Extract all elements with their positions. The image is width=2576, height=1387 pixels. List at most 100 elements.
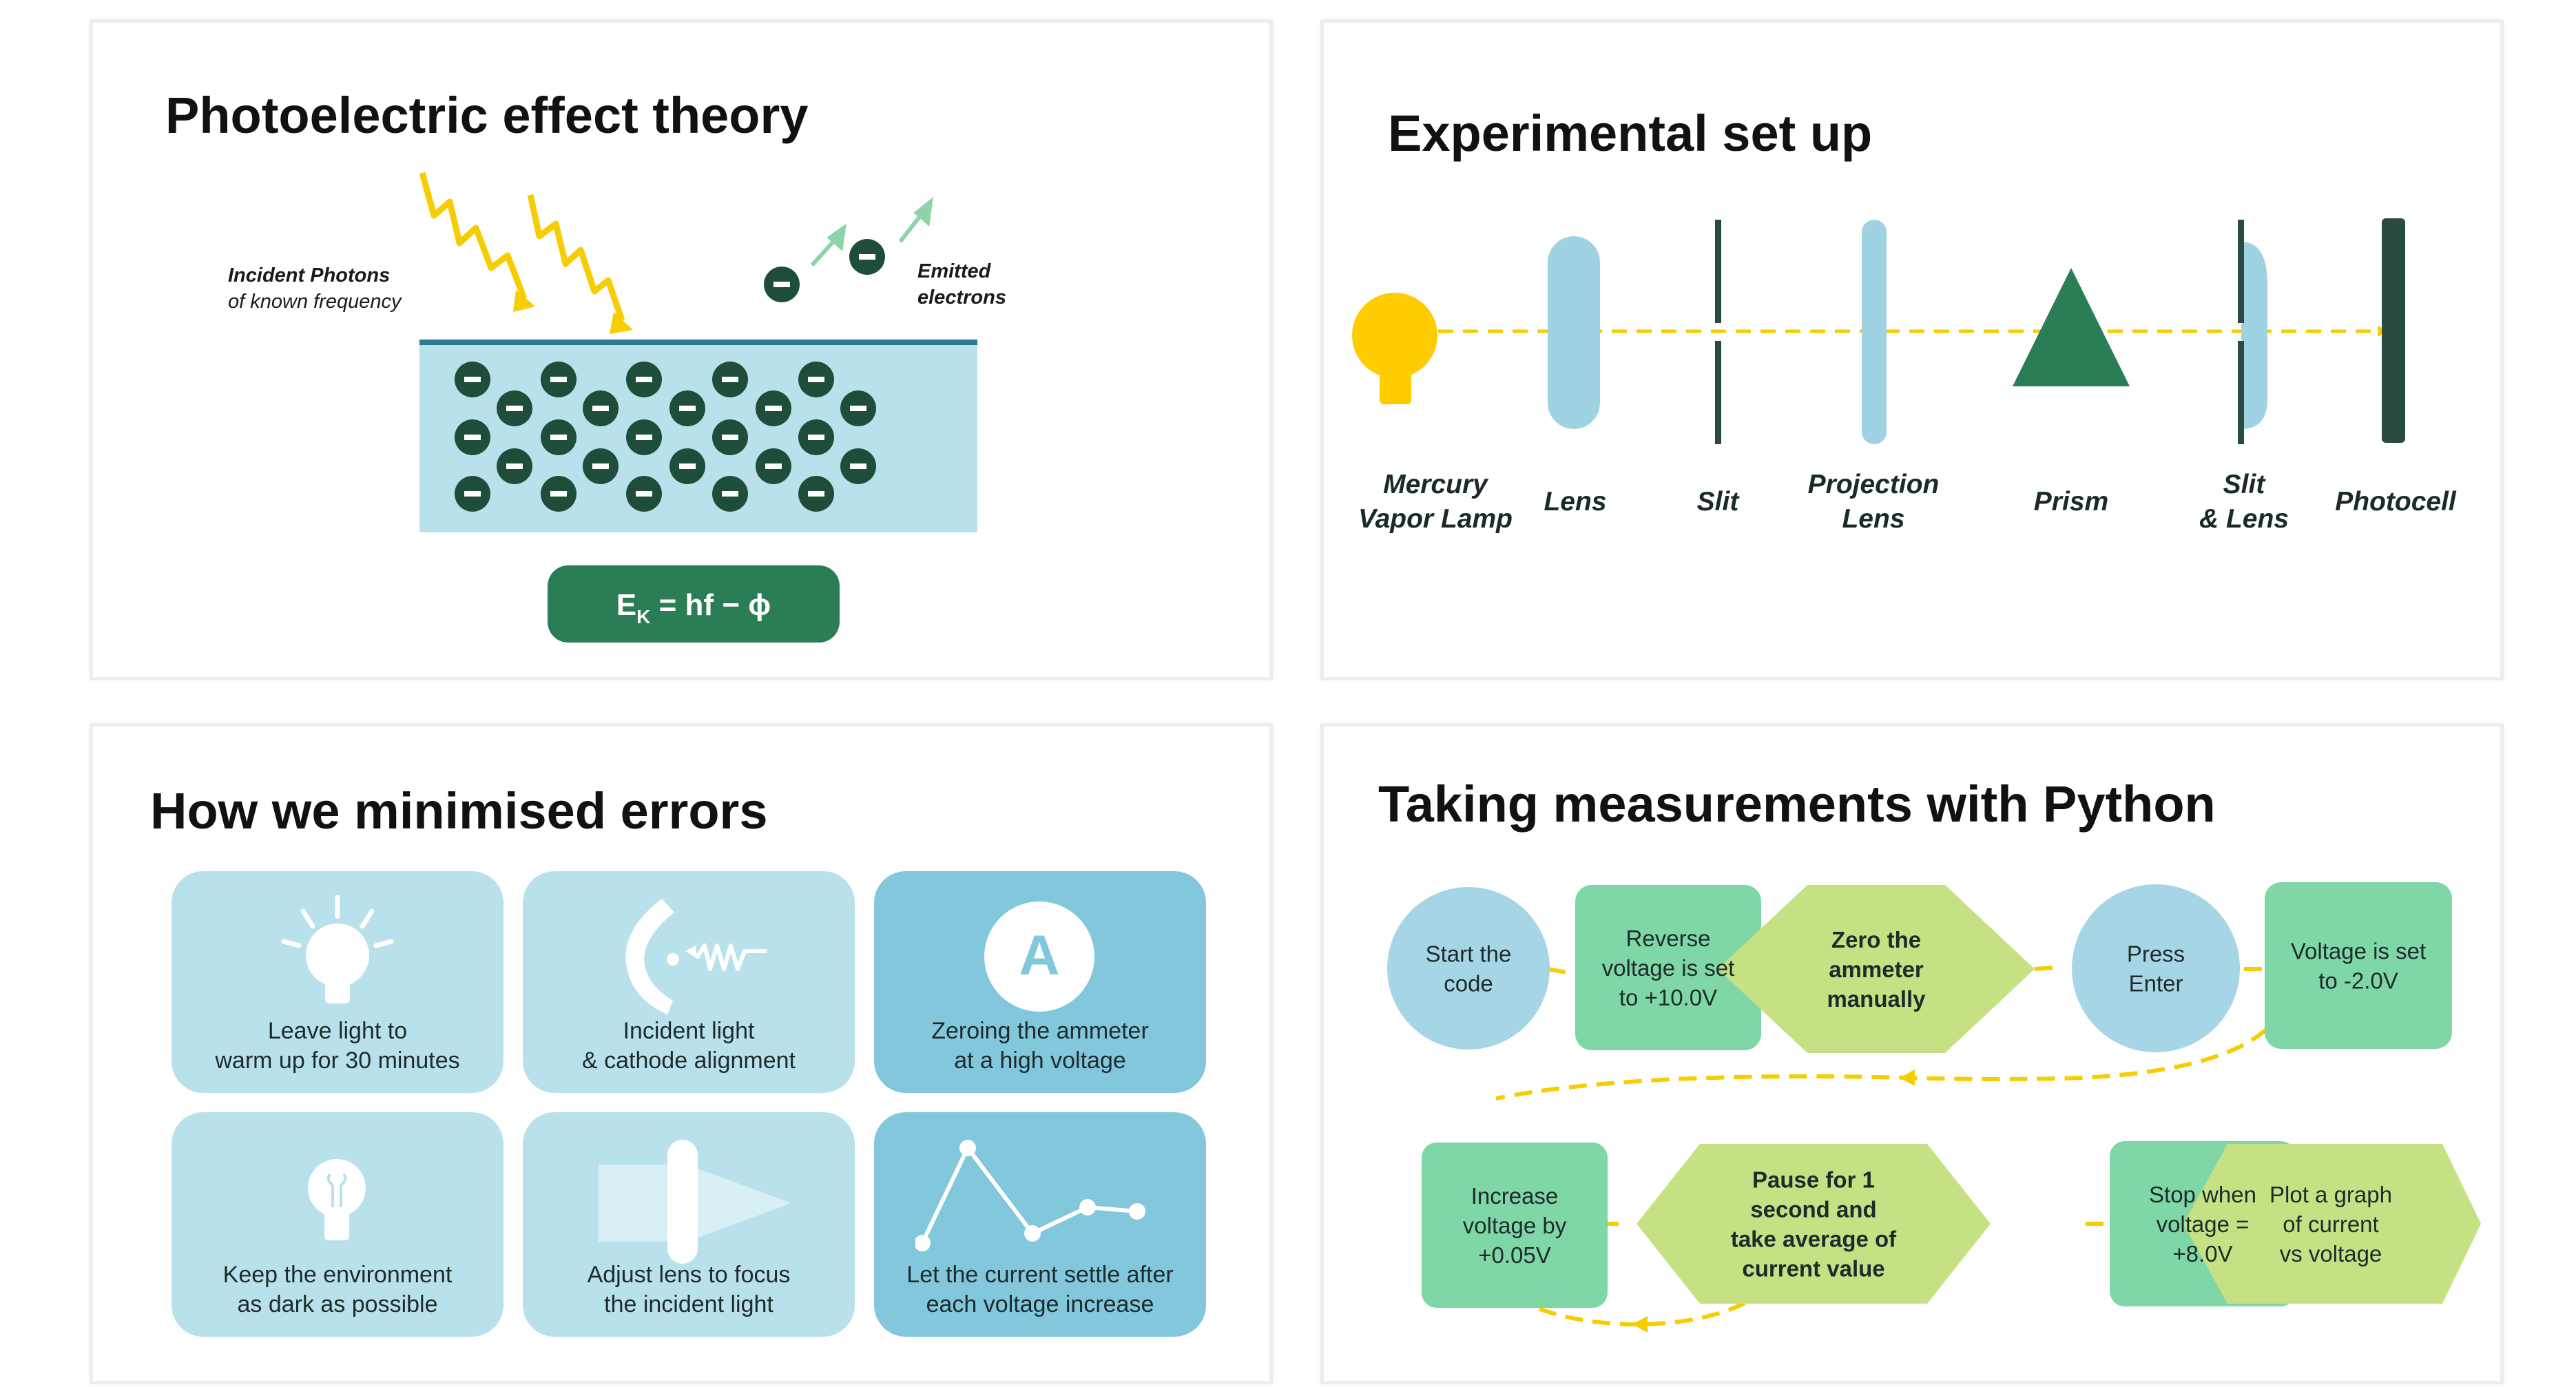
slide-title: Photoelectric effect theory bbox=[165, 87, 809, 144]
step-reverse-voltage bbox=[1575, 885, 1761, 1050]
emitted-label-sub: electrons bbox=[917, 286, 1006, 309]
error-card-warmup: Leave light to warm up for 30 minutes bbox=[172, 871, 503, 1093]
step-pause bbox=[1637, 1144, 1991, 1304]
step-label-pause: take average of bbox=[1731, 1227, 1897, 1252]
electron-sign bbox=[550, 435, 567, 440]
error-card-alignment: Incident light & cathode alignment bbox=[523, 871, 855, 1093]
step-label-reverse-voltage: voltage is set bbox=[1602, 955, 1735, 981]
electron-sign bbox=[464, 491, 481, 497]
incident-label: Incident Photons bbox=[228, 264, 390, 286]
step-label-increase-voltage: voltage by bbox=[1463, 1213, 1567, 1238]
dim-bulb-icon bbox=[308, 1159, 366, 1240]
electron-sign bbox=[506, 463, 523, 469]
step-label-reverse-voltage: to +10.0V bbox=[1619, 985, 1717, 1010]
slide-python: Taking measurements with Python bbox=[1320, 723, 2504, 1384]
electron-sign bbox=[550, 491, 567, 497]
light-bulb-icon bbox=[281, 895, 394, 1003]
mercury-lamp-icon bbox=[1352, 293, 1437, 404]
step-label-reverse-voltage: Reverse bbox=[1626, 926, 1711, 951]
error-card-text: Let the current settle after each voltage… bbox=[906, 1262, 1174, 1317]
electron-sign bbox=[765, 406, 782, 411]
label-mercury-lamp-2: Vapor Lamp bbox=[1358, 504, 1513, 534]
electron-sign bbox=[808, 491, 824, 497]
python-flowchart: Start the code Reverse voltage is set to +10… bbox=[1387, 882, 2481, 1333]
slide-photoelectric: Photoelectric effect theory Incident Pho… bbox=[90, 19, 1273, 680]
projection-lens-icon bbox=[1862, 220, 1887, 444]
step-label-start: code bbox=[1444, 971, 1493, 997]
prism-icon bbox=[2013, 268, 2130, 386]
metal-plate bbox=[419, 341, 977, 532]
slide-title: How we minimised errors bbox=[150, 782, 768, 840]
step-label-pause: current value bbox=[1742, 1256, 1884, 1282]
step-label-increase-voltage: +0.05V bbox=[1478, 1242, 1551, 1268]
photon-arrowhead bbox=[513, 290, 633, 334]
error-card-text: Leave light to warm up for 30 minutes bbox=[215, 1018, 460, 1074]
lens-icon bbox=[1548, 236, 1600, 429]
flow-arrowheads bbox=[1632, 1070, 1915, 1333]
electron-sign bbox=[592, 406, 609, 411]
label-slit: Slit bbox=[1697, 487, 1741, 517]
step-label-pause: Pause for 1 bbox=[1752, 1167, 1875, 1193]
error-card-ammeter: A Zeroing the ammeter at a high voltage bbox=[874, 871, 1206, 1093]
slide-title: Experimental set up bbox=[1388, 105, 1873, 162]
electron-sign bbox=[808, 377, 824, 382]
cathode-alignment-icon bbox=[625, 899, 767, 1014]
lens-focus-icon bbox=[599, 1140, 791, 1264]
electron-sign bbox=[722, 377, 738, 382]
electron-sign bbox=[722, 491, 738, 497]
label-photocell: Photocell bbox=[2335, 487, 2457, 517]
error-card-text: Incident light & cathode alignment bbox=[582, 1018, 796, 1074]
step-plot-graph bbox=[2183, 1144, 2481, 1304]
electron-sign bbox=[808, 435, 824, 440]
error-card-text: Keep the environment as dark as possible bbox=[222, 1262, 453, 1317]
step-label-plot-graph: Plot a graph bbox=[2269, 1182, 2392, 1207]
slit-icon bbox=[1715, 220, 1721, 444]
electron-sign bbox=[550, 377, 567, 382]
electron-sign bbox=[850, 463, 866, 469]
plate-electrons bbox=[455, 362, 876, 512]
step-label-increase-voltage: Increase bbox=[1471, 1183, 1559, 1209]
ammeter-letter: A bbox=[1019, 924, 1059, 987]
step-increase-voltage bbox=[1422, 1143, 1608, 1308]
photocell-icon bbox=[2382, 218, 2405, 443]
error-card-dark: Keep the environment as dark as possible bbox=[172, 1112, 503, 1337]
step-press-enter bbox=[2072, 884, 2240, 1052]
electron-sign bbox=[850, 406, 866, 411]
step-label-zero-ammeter: Zero the bbox=[1831, 927, 1921, 952]
electron-sign bbox=[679, 406, 696, 411]
electron-sign bbox=[636, 377, 652, 382]
step-label-set-voltage: to -2.0V bbox=[2318, 968, 2398, 994]
step-label-plot-graph: of current bbox=[2283, 1211, 2378, 1237]
equation-text: EK = hf − ϕ bbox=[616, 588, 771, 627]
metal-surface bbox=[419, 340, 977, 345]
step-label-press-enter: Enter bbox=[2129, 971, 2183, 997]
label-projection-lens-2: Lens bbox=[1842, 504, 1904, 534]
step-label-zero-ammeter: manually bbox=[1827, 986, 1926, 1012]
error-card-settle: Let the current settle after each voltage… bbox=[874, 1112, 1206, 1337]
step-label-stop: +8.0V bbox=[2172, 1241, 2232, 1266]
label-slit-lens: Slit bbox=[2223, 470, 2267, 499]
emitted-label: Emitted bbox=[917, 260, 992, 282]
emitted-electrons bbox=[764, 239, 885, 302]
step-label-zero-ammeter: ammeter bbox=[1829, 957, 1924, 982]
slit-lens-icon bbox=[2238, 220, 2267, 444]
label-projection-lens: Projection bbox=[1808, 470, 1940, 499]
component-labels: Mercury Vapor Lamp Lens Slit Projection … bbox=[1358, 470, 2457, 534]
electron-sign bbox=[636, 491, 652, 497]
photon-arrow-icon bbox=[419, 171, 625, 322]
slide-title: Taking measurements with Python bbox=[1378, 775, 2216, 833]
electron-sign bbox=[506, 406, 523, 411]
photoelectric-diagram: Incident Photons of known frequency Emit… bbox=[228, 171, 1006, 643]
step-start bbox=[1387, 887, 1550, 1050]
slide-errors: How we minimised errors Leave light to wa… bbox=[90, 723, 1273, 1384]
step-label-plot-graph: vs voltage bbox=[2280, 1241, 2382, 1266]
step-label-press-enter: Press bbox=[2127, 941, 2185, 967]
step-zero-ammeter bbox=[1718, 885, 2035, 1053]
electron-sign bbox=[464, 435, 481, 440]
line-graph-icon bbox=[915, 1140, 1145, 1251]
error-card-text: Zeroing the ammeter at a high voltage bbox=[931, 1018, 1149, 1074]
ammeter-icon: A bbox=[984, 901, 1094, 1012]
flow-labels: Start the code Reverse voltage is set to +10… bbox=[1426, 926, 2427, 1282]
equation-box bbox=[548, 565, 840, 643]
electron-sign bbox=[592, 463, 609, 469]
